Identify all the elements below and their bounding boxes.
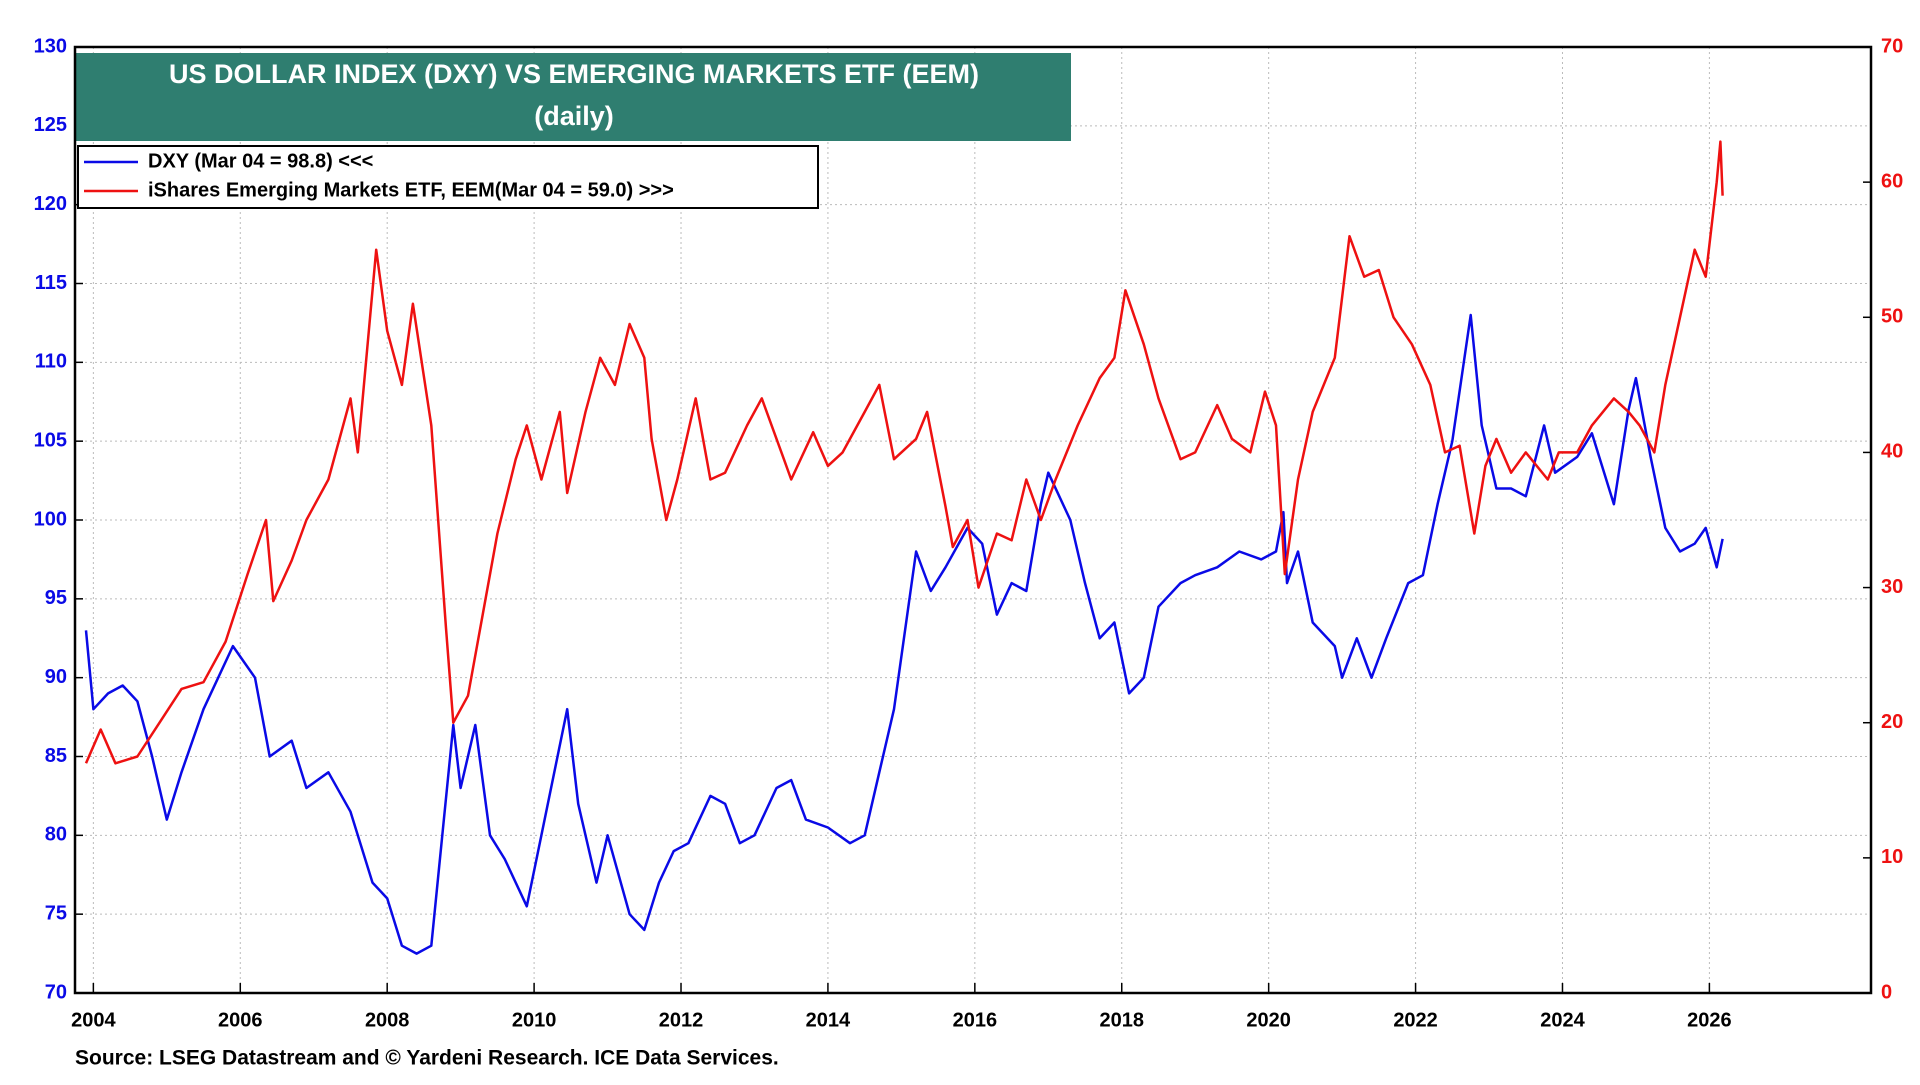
y-tick-label: 75	[45, 902, 67, 924]
y-tick-label: 85	[45, 745, 67, 767]
x-tick-label: 2026	[1687, 1009, 1732, 1031]
y-tick-label: 90	[45, 666, 67, 688]
y-tick-label: 110	[35, 351, 67, 373]
y2-tick-label: 10	[1881, 846, 1903, 868]
x-tick-label: 2024	[1540, 1009, 1585, 1031]
y-tick-label: 115	[35, 272, 67, 294]
y-tick-label: 120	[34, 193, 67, 215]
y2-tick-label: 30	[1881, 576, 1903, 598]
y-tick-label: 125	[34, 114, 67, 136]
y-tick-label: 130	[34, 35, 67, 57]
x-tick-label: 2004	[71, 1009, 116, 1031]
y-tick-label: 100	[34, 508, 67, 530]
x-tick-label: 2018	[1099, 1009, 1144, 1031]
title-box	[76, 53, 1071, 141]
source-note: Source: LSEG Datastream and © Yardeni Re…	[75, 1047, 779, 1070]
x-tick-label: 2006	[218, 1009, 263, 1031]
plot-frame	[73, 45, 1873, 995]
legend-box	[77, 145, 819, 209]
series-line	[84, 313, 1724, 955]
x-tick-label: 2010	[512, 1009, 557, 1031]
y2-tick-label: 40	[1881, 441, 1903, 463]
x-tick-label: 2020	[1246, 1009, 1291, 1031]
series-line	[84, 140, 1724, 765]
legend-label: DXY (Mar 04 = 98.8) <<<	[148, 150, 373, 172]
legend-label: iShares Emerging Markets ETF, EEM(Mar 04…	[148, 179, 674, 201]
chart-subtitle: (daily)	[534, 101, 614, 131]
y2-tick-label: 50	[1881, 306, 1903, 328]
x-tick-label: 2022	[1393, 1009, 1438, 1031]
y2-tick-label: 0	[1881, 981, 1892, 1003]
y2-tick-label: 60	[1881, 170, 1903, 192]
x-tick-label: 2014	[806, 1009, 851, 1031]
y-tick-label: 80	[45, 824, 67, 846]
y-tick-label: 105	[34, 429, 67, 451]
y-tick-label: 70	[45, 981, 67, 1003]
y2-tick-label: 20	[1881, 711, 1903, 733]
y-tick-label: 95	[45, 587, 67, 609]
chart-title: US DOLLAR INDEX (DXY) VS EMERGING MARKET…	[169, 59, 979, 89]
x-tick-label: 2016	[953, 1009, 998, 1031]
x-tick-label: 2012	[659, 1009, 704, 1031]
y2-tick-label: 70	[1881, 35, 1903, 57]
x-tick-label: 2008	[365, 1009, 410, 1031]
